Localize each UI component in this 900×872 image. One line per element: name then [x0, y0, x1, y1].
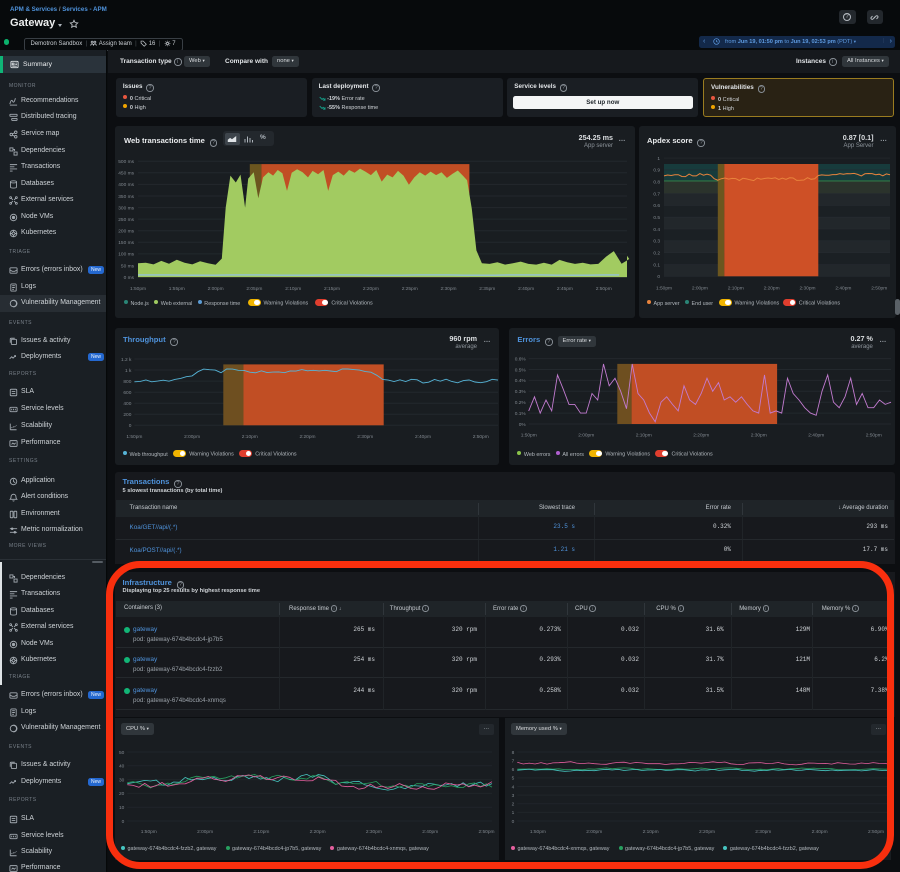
svg-text:7: 7: [512, 758, 515, 764]
svg-text:2:50pm: 2:50pm: [868, 829, 884, 835]
svg-text:0.1%: 0.1%: [515, 411, 527, 417]
svg-text:2:50pm: 2:50pm: [473, 434, 489, 440]
svg-text:2:10pm: 2:10pm: [253, 829, 269, 835]
svg-text:50: 50: [119, 750, 125, 756]
svg-text:0%: 0%: [519, 422, 527, 428]
svg-text:2:40pm: 2:40pm: [809, 433, 825, 439]
svg-text:2:20pm: 2:20pm: [363, 286, 379, 292]
svg-text:2:45pm: 2:45pm: [557, 286, 573, 292]
svg-text:2:50pm: 2:50pm: [596, 286, 612, 292]
svg-text:2:00pm: 2:00pm: [692, 285, 708, 291]
svg-text:1:50pm: 1:50pm: [521, 433, 537, 439]
svg-text:1:50pm: 1:50pm: [126, 434, 142, 440]
svg-text:2:40pm: 2:40pm: [422, 829, 438, 835]
svg-text:2:40pm: 2:40pm: [415, 434, 431, 440]
svg-text:8: 8: [512, 750, 515, 756]
svg-text:0.9: 0.9: [653, 168, 660, 174]
svg-text:2:40pm: 2:40pm: [518, 286, 534, 292]
svg-text:2:10pm: 2:10pm: [636, 433, 652, 439]
svg-text:2:20pm: 2:20pm: [300, 434, 316, 440]
svg-text:2:30pm: 2:30pm: [357, 434, 373, 440]
svg-text:0.2%: 0.2%: [515, 400, 527, 406]
svg-text:0.2: 0.2: [653, 251, 660, 257]
svg-text:2:00pm: 2:00pm: [579, 433, 595, 439]
svg-text:1: 1: [512, 810, 515, 816]
svg-text:2:05pm: 2:05pm: [246, 286, 262, 292]
svg-text:1:50pm: 1:50pm: [656, 285, 672, 291]
svg-text:2:40pm: 2:40pm: [812, 829, 828, 835]
svg-text:0.6%: 0.6%: [515, 356, 527, 362]
svg-text:1:50pm: 1:50pm: [141, 829, 157, 835]
svg-text:1:50pm: 1:50pm: [130, 286, 146, 292]
svg-text:2:10pm: 2:10pm: [728, 285, 744, 291]
svg-text:2:50pm: 2:50pm: [479, 829, 495, 835]
svg-text:0: 0: [657, 274, 660, 280]
svg-text:5: 5: [512, 776, 515, 782]
svg-text:2:00pm: 2:00pm: [586, 829, 602, 835]
svg-text:0: 0: [512, 819, 515, 825]
svg-text:0.8: 0.8: [653, 180, 660, 186]
svg-text:0.4%: 0.4%: [515, 378, 527, 384]
svg-text:10: 10: [119, 805, 125, 811]
svg-text:150 ms: 150 ms: [118, 240, 134, 246]
svg-text:0: 0: [122, 819, 125, 825]
svg-text:30: 30: [119, 777, 125, 783]
svg-text:2:10pm: 2:10pm: [242, 434, 258, 440]
svg-text:3: 3: [512, 793, 515, 799]
svg-text:1:55pm: 1:55pm: [169, 286, 185, 292]
svg-text:2: 2: [512, 802, 515, 808]
svg-text:0.5: 0.5: [653, 215, 660, 221]
svg-text:100 ms: 100 ms: [118, 252, 134, 258]
svg-text:2:15pm: 2:15pm: [324, 286, 340, 292]
svg-text:6: 6: [512, 767, 515, 773]
svg-text:800: 800: [123, 379, 131, 385]
svg-text:350 ms: 350 ms: [118, 194, 134, 200]
svg-text:0.6: 0.6: [653, 203, 660, 209]
svg-text:2:40pm: 2:40pm: [835, 285, 851, 291]
svg-text:2:20pm: 2:20pm: [310, 829, 326, 835]
svg-text:4: 4: [512, 784, 515, 790]
svg-text:1: 1: [657, 156, 660, 162]
svg-text:0.4: 0.4: [653, 227, 660, 233]
svg-text:400 ms: 400 ms: [118, 182, 134, 188]
svg-text:0.5%: 0.5%: [515, 367, 527, 373]
svg-text:1.2 k: 1.2 k: [121, 357, 132, 363]
svg-text:0.7: 0.7: [653, 191, 660, 197]
svg-text:2:20pm: 2:20pm: [699, 829, 715, 835]
svg-text:2:35pm: 2:35pm: [479, 286, 495, 292]
svg-text:0.1: 0.1: [653, 262, 660, 268]
svg-text:2:30pm: 2:30pm: [751, 433, 767, 439]
svg-text:2:00pm: 2:00pm: [184, 434, 200, 440]
svg-text:250 ms: 250 ms: [118, 217, 134, 223]
svg-text:20: 20: [119, 791, 125, 797]
svg-text:2:20pm: 2:20pm: [764, 285, 780, 291]
svg-text:500 ms: 500 ms: [118, 159, 134, 165]
svg-text:300 ms: 300 ms: [118, 205, 134, 211]
svg-text:1 k: 1 k: [125, 368, 132, 374]
svg-text:0.3: 0.3: [653, 239, 660, 245]
svg-text:200: 200: [123, 412, 131, 418]
svg-text:0: 0: [129, 423, 132, 429]
svg-text:40: 40: [119, 764, 125, 770]
svg-text:2:50pm: 2:50pm: [871, 285, 887, 291]
svg-text:2:50pm: 2:50pm: [866, 433, 882, 439]
svg-text:0 ms: 0 ms: [124, 275, 135, 281]
svg-text:600: 600: [123, 390, 131, 396]
svg-text:50 ms: 50 ms: [121, 263, 135, 269]
svg-text:2:00pm: 2:00pm: [208, 286, 224, 292]
svg-text:2:30pm: 2:30pm: [366, 829, 382, 835]
svg-text:2:10pm: 2:10pm: [643, 829, 659, 835]
svg-text:0.3%: 0.3%: [515, 389, 527, 395]
svg-text:2:00pm: 2:00pm: [197, 829, 213, 835]
svg-text:450 ms: 450 ms: [118, 171, 134, 177]
svg-text:2:10pm: 2:10pm: [285, 286, 301, 292]
svg-text:2:20pm: 2:20pm: [694, 433, 710, 439]
svg-text:1:50pm: 1:50pm: [530, 829, 546, 835]
svg-text:400: 400: [123, 401, 131, 407]
svg-text:2:30pm: 2:30pm: [800, 285, 816, 291]
svg-text:2:30pm: 2:30pm: [755, 829, 771, 835]
svg-text:200 ms: 200 ms: [118, 229, 134, 235]
svg-text:2:30pm: 2:30pm: [441, 286, 457, 292]
svg-text:2:25pm: 2:25pm: [402, 286, 418, 292]
